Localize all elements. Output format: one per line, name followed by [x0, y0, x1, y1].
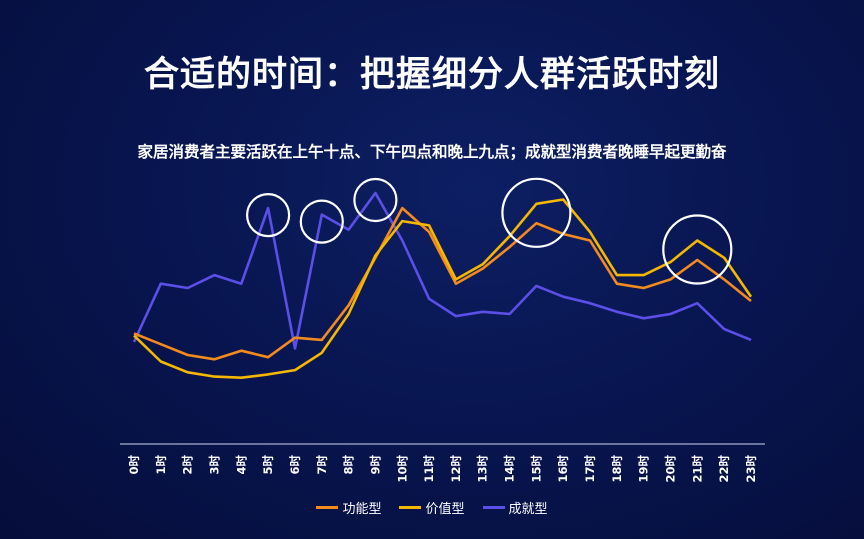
x-tick-label-1: 1时 [154, 455, 168, 475]
highlight-circle-3 [501, 177, 572, 248]
x-tick-label-18: 18时 [610, 455, 624, 483]
x-tick-label-17: 17时 [583, 455, 597, 483]
x-tick-label-23: 23时 [744, 455, 758, 483]
x-tick-label-4: 4时 [234, 455, 248, 475]
x-tick-label-16: 16时 [556, 455, 570, 483]
x-tick-label-2: 2时 [181, 455, 195, 475]
x-tick-label-3: 3时 [208, 455, 222, 475]
x-tick-label-22: 22时 [717, 455, 731, 483]
highlight-circle-2 [353, 177, 398, 223]
x-tick-label-19: 19时 [637, 455, 651, 483]
legend-label-achievement: 成就型 [508, 502, 548, 517]
highlight-circle-1 [299, 199, 344, 244]
x-tick-label-0: 0时 [127, 455, 141, 475]
chart-legend: 功能型 价值型 成就型 [0, 498, 864, 517]
legend-label-value: 价值型 [425, 502, 465, 517]
x-tick-label-6: 6时 [288, 455, 302, 475]
x-tick-label-9: 9时 [368, 455, 382, 475]
legend-label-functional: 功能型 [342, 502, 382, 517]
series-line-2 [132, 191, 752, 350]
series-line-0 [133, 206, 752, 361]
highlight-circle-0 [246, 193, 291, 238]
x-tick-label-13: 13时 [476, 455, 490, 483]
x-tick-label-10: 10时 [395, 455, 409, 483]
legend-item-functional[interactable]: 功能型 [316, 498, 381, 517]
x-tick-label-15: 15时 [529, 455, 543, 483]
x-tick-label-14: 14时 [503, 455, 517, 483]
series-line-1 [133, 198, 753, 380]
legend-item-value[interactable]: 价值型 [399, 498, 465, 517]
x-tick-label-20: 20时 [664, 455, 678, 483]
x-tick-label-21: 21时 [690, 455, 704, 483]
x-tick-label-7: 7时 [315, 455, 329, 475]
highlight-circle-4 [662, 214, 733, 285]
x-tick-label-12: 12时 [449, 455, 463, 483]
legend-swatch-functional [316, 506, 339, 509]
x-tick-label-8: 8时 [342, 455, 356, 475]
legend-item-achievement[interactable]: 成就型 [482, 498, 548, 517]
x-tick-label-5: 5时 [261, 455, 275, 475]
legend-swatch-value [399, 506, 422, 509]
x-tick-label-11: 11时 [422, 455, 436, 483]
legend-swatch-achievement [482, 506, 505, 509]
page-subtitle: 家居消费者主要活跃在上午十点、下午四点和晚上九点；成就型消费者晚睡早起更勤奋 [137, 143, 727, 161]
page-title: 合适的时间：把握细分人群活跃时刻 [143, 55, 720, 95]
